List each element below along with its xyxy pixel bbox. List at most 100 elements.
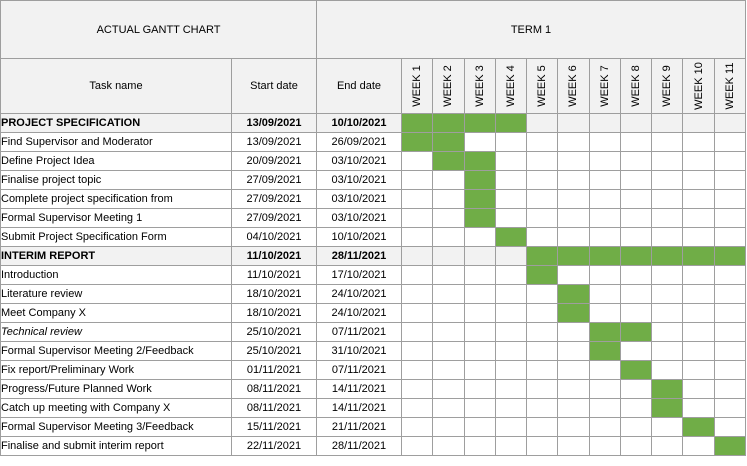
gantt-empty-cell [651, 436, 684, 456]
task-row: Complete project specification from 27/09… [0, 189, 747, 209]
gantt-empty-cell [400, 227, 434, 247]
gantt-bar-cell [557, 303, 590, 323]
task-row: Fix report/Preliminary Work 01/11/2021 07/… [0, 360, 747, 380]
header-row-top: ACTUAL GANTT CHART TERM 1 [0, 0, 747, 59]
gantt-empty-cell [494, 398, 528, 418]
gantt-empty-cell [432, 189, 465, 209]
task-name: Formal Supervisor Meeting 1 [0, 208, 232, 228]
gantt-empty-cell [713, 322, 747, 342]
task-start-date: 11/10/2021 [231, 265, 317, 285]
task-name: Catch up meeting with Company X [0, 398, 232, 418]
task-name: Meet Company X [0, 303, 232, 323]
task-row: Formal Supervisor Meeting 3/Feedback 15/1… [0, 417, 747, 437]
gantt-empty-cell [619, 189, 653, 209]
week-label: WEEK 1 [411, 65, 424, 107]
gantt-empty-cell [588, 170, 621, 190]
gantt-empty-cell [713, 227, 747, 247]
gantt-empty-cell [619, 113, 653, 133]
gantt-empty-cell [432, 303, 465, 323]
task-list: PROJECT SPECIFICATION 13/09/2021 10/10/202… [0, 113, 747, 456]
week-header-4: WEEK 4 [494, 58, 528, 114]
gantt-empty-cell [400, 265, 434, 285]
gantt-empty-cell [713, 303, 747, 323]
gantt-empty-cell [588, 227, 621, 247]
gantt-empty-cell [619, 379, 653, 399]
gantt-empty-cell [400, 379, 434, 399]
week-label: WEEK 9 [661, 65, 674, 107]
task-row: Formal Supervisor Meeting 2/Feedback 25/1… [0, 341, 747, 361]
gantt-empty-cell [494, 360, 528, 380]
gantt-empty-cell [682, 341, 715, 361]
task-end-date: 03/10/2021 [316, 189, 402, 209]
gantt-empty-cell [651, 360, 684, 380]
gantt-empty-cell [557, 151, 590, 171]
gantt-empty-cell [557, 322, 590, 342]
gantt-empty-cell [651, 151, 684, 171]
gantt-chart-table: ACTUAL GANTT CHART TERM 1 Task name Star… [0, 0, 747, 456]
task-name: Literature review [0, 284, 232, 304]
week-header-11: WEEK 11 [713, 58, 747, 114]
gantt-bar-cell [526, 265, 559, 285]
gantt-empty-cell [400, 360, 434, 380]
gantt-empty-cell [463, 132, 496, 152]
week-header-5: WEEK 5 [526, 58, 559, 114]
gantt-empty-cell [619, 227, 653, 247]
task-row: Literature review 18/10/2021 24/10/2021 [0, 284, 747, 304]
week-header-2: WEEK 2 [432, 58, 465, 114]
gantt-empty-cell [682, 398, 715, 418]
gantt-empty-cell [651, 113, 684, 133]
gantt-empty-cell [432, 436, 465, 456]
gantt-empty-cell [526, 151, 559, 171]
gantt-bar-cell [557, 284, 590, 304]
gantt-empty-cell [588, 303, 621, 323]
gantt-empty-cell [557, 208, 590, 228]
gantt-empty-cell [526, 208, 559, 228]
gantt-bar-cell [588, 341, 621, 361]
gantt-bar-cell [432, 151, 465, 171]
gantt-empty-cell [557, 265, 590, 285]
task-row: Meet Company X 18/10/2021 24/10/2021 [0, 303, 747, 323]
gantt-empty-cell [463, 322, 496, 342]
task-start-date: 04/10/2021 [231, 227, 317, 247]
gantt-empty-cell [651, 208, 684, 228]
gantt-empty-cell [526, 322, 559, 342]
task-end-date: 14/11/2021 [316, 379, 402, 399]
gantt-empty-cell [494, 341, 528, 361]
gantt-empty-cell [463, 417, 496, 437]
gantt-empty-cell [682, 284, 715, 304]
gantt-empty-cell [400, 398, 434, 418]
gantt-empty-cell [432, 227, 465, 247]
gantt-empty-cell [651, 341, 684, 361]
task-name: Introduction [0, 265, 232, 285]
gantt-empty-cell [557, 379, 590, 399]
gantt-empty-cell [682, 208, 715, 228]
task-end-date: 07/11/2021 [316, 322, 402, 342]
gantt-empty-cell [588, 436, 621, 456]
gantt-empty-cell [713, 417, 747, 437]
gantt-bar-cell [651, 398, 684, 418]
gantt-empty-cell [494, 170, 528, 190]
gantt-empty-cell [432, 246, 465, 266]
gantt-empty-cell [682, 113, 715, 133]
gantt-empty-cell [432, 360, 465, 380]
gantt-bar-cell [619, 322, 653, 342]
task-row: Technical review 25/10/2021 07/11/2021 [0, 322, 747, 342]
week-label: WEEK 10 [692, 62, 705, 110]
gantt-bar-cell [651, 246, 684, 266]
gantt-empty-cell [588, 151, 621, 171]
gantt-empty-cell [557, 417, 590, 437]
task-name: Submit Project Specification Form [0, 227, 232, 247]
week-header-10: WEEK 10 [682, 58, 715, 114]
week-label: WEEK 8 [629, 65, 642, 107]
gantt-empty-cell [588, 417, 621, 437]
gantt-empty-cell [619, 398, 653, 418]
gantt-empty-cell [400, 151, 434, 171]
week-header-1: WEEK 1 [400, 58, 434, 114]
gantt-empty-cell [682, 151, 715, 171]
gantt-bar-cell [588, 246, 621, 266]
task-end-date: 26/09/2021 [316, 132, 402, 152]
gantt-empty-cell [619, 208, 653, 228]
task-name: Complete project specification from [0, 189, 232, 209]
gantt-empty-cell [494, 379, 528, 399]
gantt-empty-cell [494, 322, 528, 342]
